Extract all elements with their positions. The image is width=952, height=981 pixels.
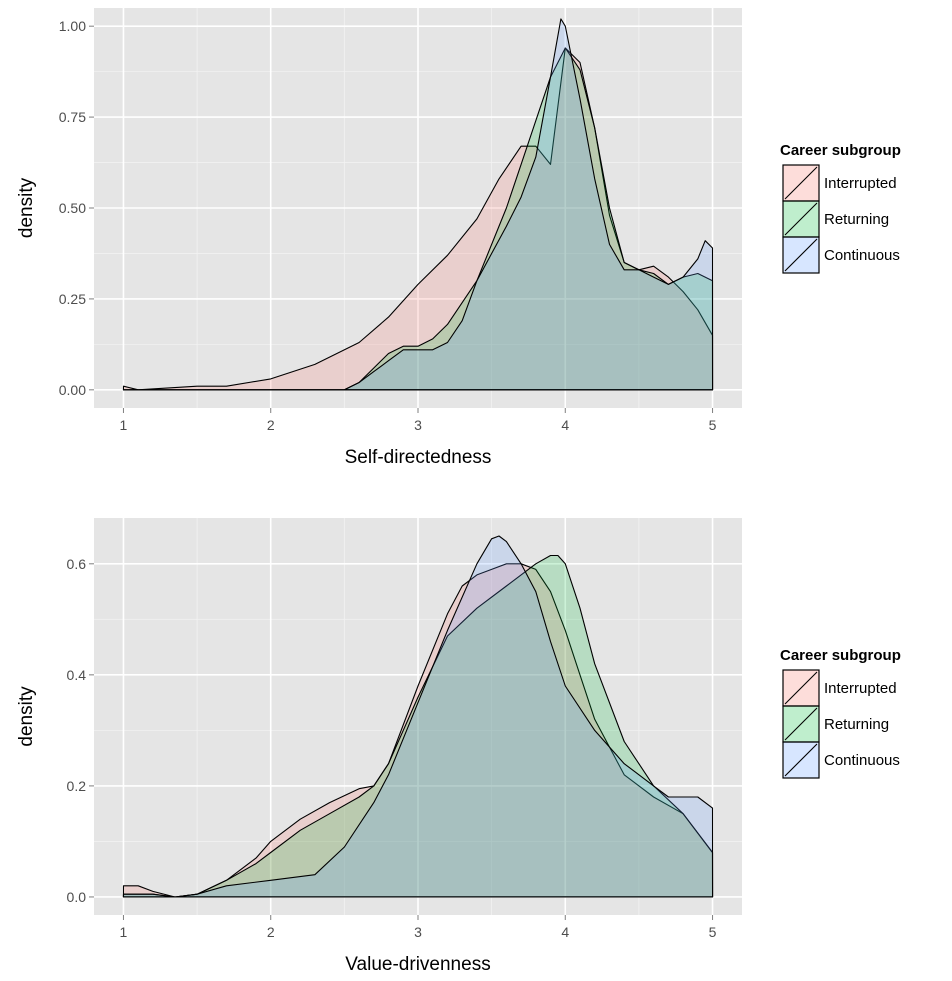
- legend-title: Career subgroup: [780, 647, 901, 664]
- legend-label: Continuous: [824, 752, 900, 769]
- legend-label: Returning: [824, 716, 889, 733]
- y-tick-label: 0.00: [59, 382, 86, 398]
- legend-swatch-diagonal: [784, 671, 818, 705]
- x-tick-label: 5: [709, 924, 717, 940]
- legend-swatch-diagonal: [784, 202, 818, 236]
- legend-key-continuous: Continuous: [782, 236, 900, 274]
- legend-label: Returning: [824, 211, 889, 228]
- x-tick-label: 1: [120, 417, 128, 433]
- y-tick-label: 0.75: [59, 109, 86, 125]
- x-axis-title: Value-drivenness: [345, 954, 490, 975]
- x-tick-label: 3: [414, 924, 422, 940]
- y-axis-title: density: [16, 686, 37, 747]
- legend-label: Interrupted: [824, 680, 897, 697]
- legend-key-returning: Returning: [782, 705, 889, 743]
- y-tick-label: 0.4: [67, 667, 87, 683]
- y-axis-title: density: [16, 177, 37, 238]
- legend: Career subgroup Interrupted Returning Conti…: [780, 647, 901, 779]
- x-tick-label: 3: [414, 417, 422, 433]
- legend-key-interrupted: Interrupted: [782, 164, 897, 202]
- legend-key-continuous: Continuous: [782, 741, 900, 779]
- x-tick-label: 2: [267, 924, 275, 940]
- density-area-continuous: [122, 535, 714, 898]
- y-tick-label: 0.50: [59, 200, 86, 216]
- x-tick-label: 4: [561, 417, 569, 433]
- x-tick-label: 2: [267, 417, 275, 433]
- density-area-continuous: [122, 18, 714, 391]
- x-axis-title: Self-directedness: [345, 447, 492, 468]
- legend: Career subgroup Interrupted Returning Conti…: [780, 142, 901, 274]
- y-tick-label: 0.6: [67, 556, 87, 572]
- chart-panel-2: 1 2 3 4 5 0.0 0.2 0.4 0.6 Value-drivenness density…: [16, 518, 901, 975]
- legend-key-returning: Returning: [782, 200, 889, 238]
- chart-panel-1: 1 2 3 4 5 0.00 0.25 0.50 0.75 1.00 Self-directedne…: [16, 8, 901, 468]
- y-tick-label: 0.2: [67, 778, 87, 794]
- x-tick-label: 5: [709, 417, 717, 433]
- y-tick-label: 1.00: [59, 18, 86, 34]
- legend-label: Interrupted: [824, 175, 897, 192]
- density-area-returning: [122, 554, 714, 898]
- x-tick-label: 1: [120, 924, 128, 940]
- legend-swatch-diagonal: [784, 707, 818, 741]
- legend-label: Continuous: [824, 247, 900, 264]
- y-tick-label: 0.25: [59, 291, 86, 307]
- x-tick-label: 4: [561, 924, 569, 940]
- y-tick-label: 0.0: [67, 889, 87, 905]
- legend-swatch-diagonal: [784, 238, 818, 272]
- legend-swatch-diagonal: [784, 166, 818, 200]
- legend-key-interrupted: Interrupted: [782, 669, 897, 707]
- legend-title: Career subgroup: [780, 142, 901, 159]
- legend-swatch-diagonal: [784, 743, 818, 777]
